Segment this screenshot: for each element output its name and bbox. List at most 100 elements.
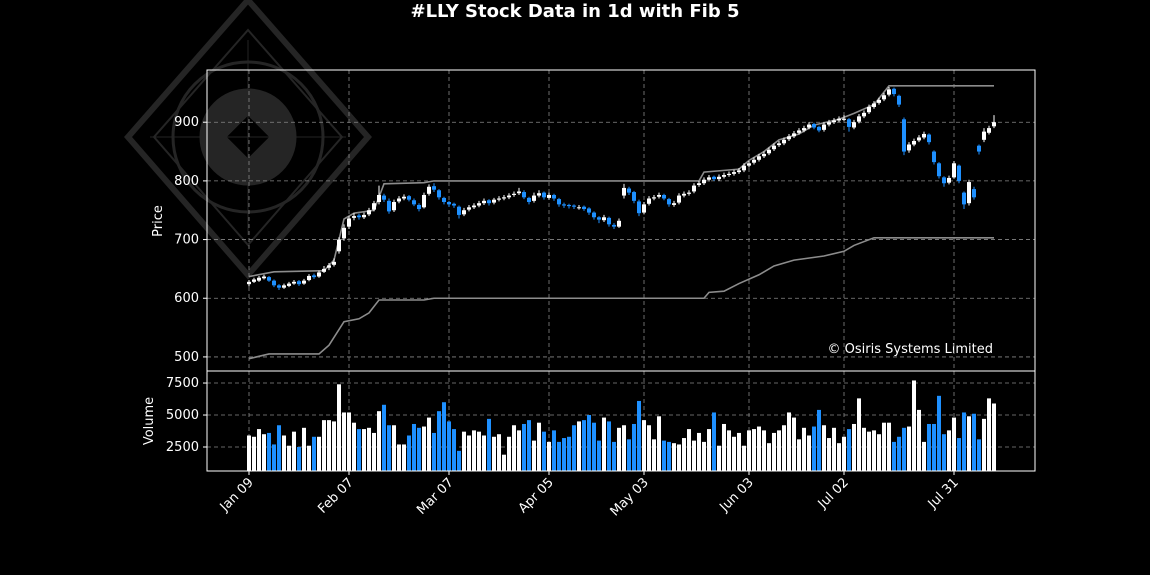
volume-bar [687,429,691,471]
candle-body [302,280,306,284]
candle-body [907,144,911,151]
volume-bar [327,420,331,471]
candle-body [537,193,541,196]
candle-body [977,145,981,152]
candle-body [687,192,691,194]
candle-body [822,124,826,130]
candle-body [382,195,386,200]
volume-bar [582,420,586,471]
volume-bar [877,434,881,471]
volume-bar [922,441,926,471]
candle-body [732,172,736,174]
candle-body [427,186,431,194]
volume-bar [862,427,866,471]
volume-bar [472,430,476,471]
candle-body [297,281,301,285]
candle-body [527,197,531,203]
volume-bar [267,432,271,471]
volume-bar [672,443,676,471]
volume-bar [632,423,636,471]
volume-bar [617,427,621,471]
volume-bar [752,429,756,471]
volume-bar [527,420,531,471]
candle-body [577,207,581,209]
volume-bar [962,412,966,471]
volume-bar [782,425,786,471]
volume-bar [372,432,376,471]
candle-body [727,173,731,176]
candle-body [967,182,971,204]
candle-body [912,140,916,145]
volume-bar [522,423,526,471]
volume-bar [377,411,381,471]
volume-bar [537,422,541,471]
volume-bar [517,430,521,471]
volume-bar [677,444,681,471]
volume-bar [977,439,981,471]
volume-bar [407,435,411,471]
candle-body [377,194,381,203]
annotation: © Osiris Systems Limited [828,342,993,357]
volume-bar [942,434,946,471]
volume-bar [562,438,566,471]
volume-bar [957,438,961,471]
volume-bar [507,436,511,471]
watermark-logo [124,0,372,280]
volume-bar [692,440,696,471]
candle-body [422,194,426,208]
volume-bar [757,426,761,471]
volume-bar [727,430,731,471]
candle-body [627,188,631,193]
candle-body [332,261,336,265]
volume-bar [872,430,876,471]
candle-body [282,285,286,288]
volume-bar [737,432,741,471]
volume-bar [492,436,496,471]
candle-body [742,165,746,171]
volume-bar [667,441,671,471]
volume-bar [832,427,836,471]
candle-body [292,281,296,284]
candle-body [522,192,526,198]
volume-bar [627,439,631,471]
volume-bar [887,422,891,471]
volume-bar [587,415,591,471]
candle-body [922,133,926,138]
candle-body [462,210,466,215]
volume-bar [572,425,576,471]
volume-bar [732,436,736,471]
volume-bar [602,417,606,471]
candle-body [532,195,536,201]
candle-body [342,227,346,239]
candle-body [917,137,921,141]
candle-body [862,112,866,117]
volume-bar [397,444,401,471]
volume-bar [682,438,686,471]
volume-bar [837,443,841,471]
candle-body [797,130,801,133]
volume-bar [382,404,386,471]
volume-bar [867,431,871,471]
candle-body [787,136,791,140]
candle-body [632,192,636,201]
candle-body [482,200,486,204]
candle-body [362,214,366,218]
volume-bar [257,429,261,471]
volume-bar [332,421,336,471]
volume-bar [932,423,936,471]
volume-bar [272,444,276,471]
candle-body [387,200,391,212]
candle-body [512,193,516,195]
candle-body [432,186,436,190]
volume-bar [607,421,611,471]
volume-bar [412,423,416,471]
candle-body [667,199,671,205]
volume-bar [362,429,366,471]
volume-bar [907,426,911,471]
candle-body [832,120,836,123]
candle-body [412,200,416,205]
candle-body [287,283,291,286]
candle-body [807,124,811,128]
candle-body [802,128,806,131]
candle-body [887,89,891,95]
